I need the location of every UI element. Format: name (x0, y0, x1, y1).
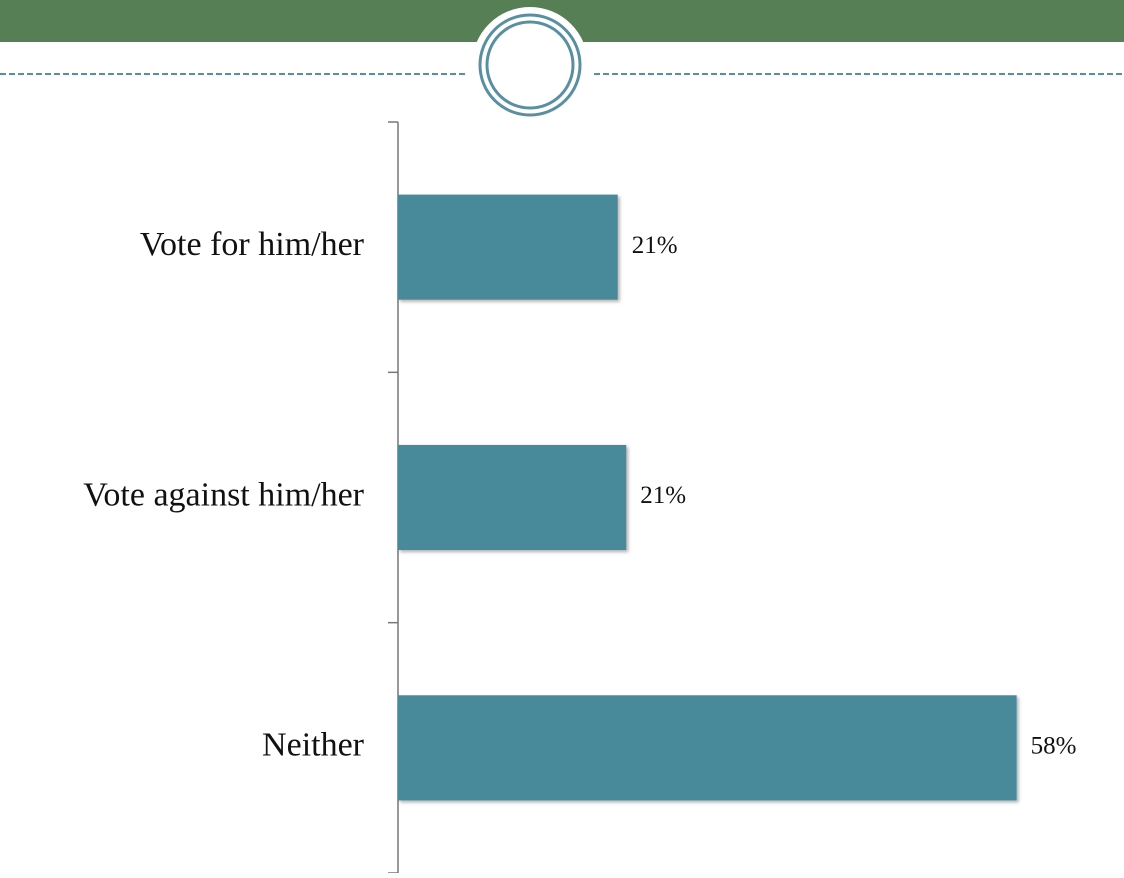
plot: Vote for him/her 21% Vote against him/her 2… (83, 121, 1077, 874)
header-badge (472, 7, 588, 123)
data-label: 21% (640, 482, 686, 509)
bar (398, 695, 1017, 801)
header-ring (478, 13, 582, 117)
bar (398, 194, 618, 300)
category-label: Vote for him/her (140, 226, 365, 263)
header-ring (485, 20, 575, 110)
category-label: Vote against him/her (83, 476, 364, 513)
data-label: 21% (632, 232, 678, 259)
bar (398, 444, 627, 551)
category-label: Neither (262, 727, 365, 764)
data-label: 58% (1031, 733, 1077, 760)
